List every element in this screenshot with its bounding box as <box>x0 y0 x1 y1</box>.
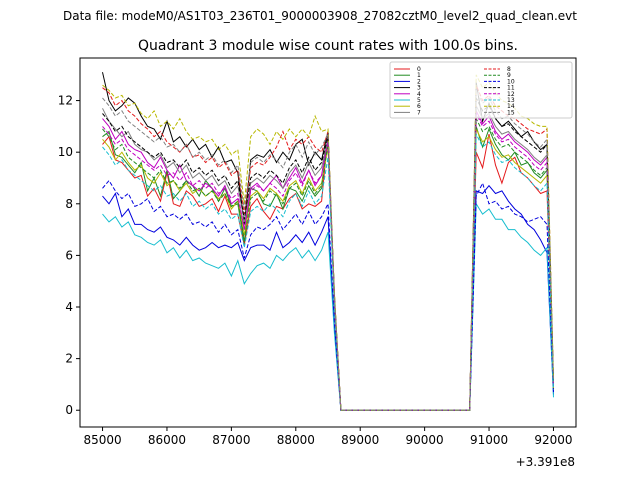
legend-label-8: 8 <box>507 66 511 73</box>
x-tick-label: 86000 <box>148 433 186 447</box>
x-tick-label: 89000 <box>341 433 379 447</box>
legend-label-10: 10 <box>507 78 515 85</box>
legend-label-7: 7 <box>417 109 421 116</box>
x-tick-label: 87000 <box>212 433 250 447</box>
suptitle: Data file: modeM0/AS1T03_236T01_90000039… <box>63 9 577 23</box>
legend-label-9: 9 <box>507 72 511 79</box>
legend-label-12: 12 <box>507 91 515 98</box>
legend-label-4: 4 <box>417 91 421 98</box>
x-tick-label: 92000 <box>534 433 572 447</box>
x-tick-label: 88000 <box>277 433 315 447</box>
legend-label-15: 15 <box>507 109 515 116</box>
series-line-5 <box>102 202 554 411</box>
y-tick-label: 0 <box>65 403 73 417</box>
legend-label-3: 3 <box>417 85 421 92</box>
y-tick-label: 12 <box>58 94 73 108</box>
x-tick-label: 91000 <box>470 433 508 447</box>
x-tick-label: 85000 <box>83 433 121 447</box>
x-axis: 85000 86000 87000 88000 89000 90000 91000 92000 <box>83 427 573 447</box>
series-line-13 <box>102 133 554 411</box>
legend-label-11: 11 <box>507 85 515 92</box>
y-tick-label: 10 <box>58 145 73 159</box>
legend-label-6: 6 <box>417 103 421 110</box>
series-line-10 <box>102 179 554 411</box>
y-tick-label: 8 <box>65 197 73 211</box>
legend-label-14: 14 <box>507 103 515 110</box>
legend-label-1: 1 <box>417 72 421 79</box>
x-tick-label: 90000 <box>406 433 444 447</box>
axes-frame <box>79 57 577 428</box>
legend-label-2: 2 <box>417 78 421 85</box>
legend-label-5: 5 <box>417 97 421 104</box>
x-offset-label: +3.391e8 <box>516 455 575 469</box>
y-tick-label: 2 <box>65 352 73 366</box>
y-axis: 0 2 4 6 8 10 12 <box>58 94 80 417</box>
legend-frame <box>389 61 573 119</box>
legend-label-0: 0 <box>417 66 421 73</box>
y-tick-label: 6 <box>65 248 73 262</box>
chart-title: Quadrant 3 module wise count rates with … <box>138 38 518 54</box>
legend-label-13: 13 <box>507 97 515 104</box>
y-tick-label: 4 <box>65 300 73 314</box>
